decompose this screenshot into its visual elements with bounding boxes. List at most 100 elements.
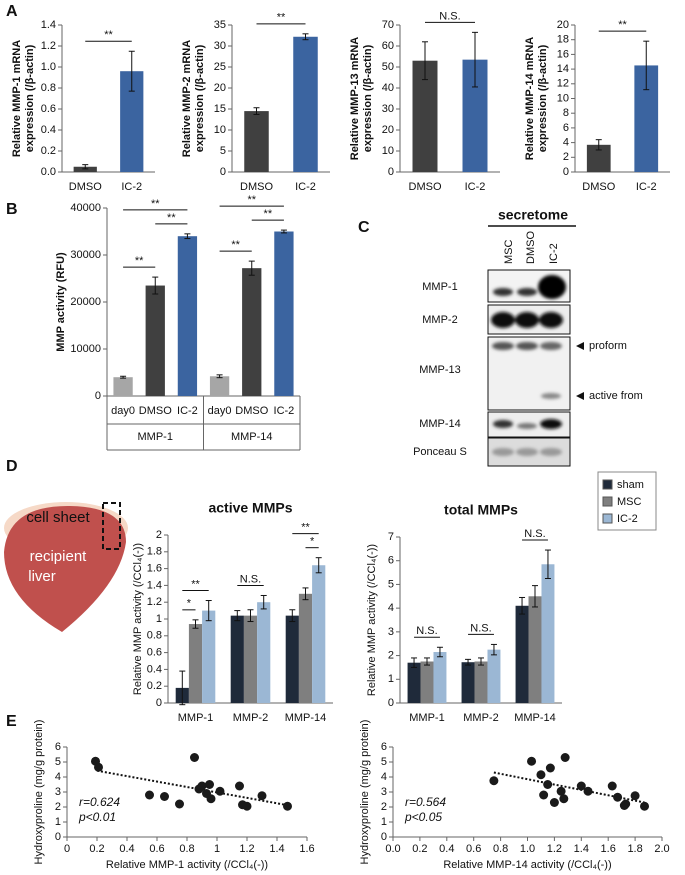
y-tick-label: 0 <box>381 831 387 843</box>
y-tick-label: 1 <box>156 613 162 625</box>
significance-label: ** <box>191 578 200 590</box>
row-label: MMP-14 <box>419 418 461 430</box>
y-tick-label: 2 <box>381 801 387 813</box>
legend-swatch <box>602 496 613 507</box>
bar <box>274 231 294 396</box>
x-tick-label: 0.8 <box>493 843 508 855</box>
x-tick-label: day0 <box>208 405 232 417</box>
row-label: MMP-1 <box>422 281 457 293</box>
point <box>197 781 207 791</box>
point <box>215 786 225 796</box>
significance-label: * <box>310 536 315 548</box>
y-axis-label: Hydroxyproline (mg/g protein) <box>359 720 371 865</box>
bar <box>177 236 198 396</box>
y-axis-label: expression (/β-actin) <box>24 44 36 152</box>
bar <box>243 615 258 703</box>
arrow <box>576 342 584 350</box>
y-axis-label: expression (/β-actin) <box>194 44 206 152</box>
bar <box>586 144 611 172</box>
y-axis-label: MMP activity (RFU) <box>55 252 67 352</box>
y-tick-label: 18 <box>557 34 569 46</box>
x-tick-label: day0 <box>111 405 135 417</box>
y-tick-label: 0.6 <box>41 103 56 115</box>
row-label: MMP-2 <box>422 314 457 326</box>
x-tick-label: IC-2 <box>636 181 657 193</box>
bar <box>188 624 203 703</box>
y-tick-label: 6 <box>563 122 569 134</box>
group-label: MMP-14 <box>231 431 273 443</box>
bar <box>145 285 165 396</box>
point <box>190 753 199 762</box>
row-label: Ponceau S <box>413 446 467 458</box>
point <box>630 791 640 801</box>
diagram: cell sheet recipient liver <box>4 502 128 632</box>
y-tick-label: 0 <box>388 697 394 709</box>
x-tick-label: IC-2 <box>465 181 486 193</box>
y-tick-label: 1.2 <box>41 40 56 52</box>
y-tick-label: 25 <box>214 61 226 73</box>
y-tick-label: 6 <box>381 741 387 753</box>
point <box>175 799 184 809</box>
bar <box>73 166 97 172</box>
point <box>235 781 244 791</box>
y-tick-label: 20 <box>382 124 394 136</box>
x-axis-label: Relative MMP-14 activity (/CCl₄(-)) <box>443 859 611 871</box>
bar <box>293 36 318 173</box>
liver <box>4 505 126 632</box>
point <box>545 763 555 773</box>
x-tick-label: 0.6 <box>149 843 164 855</box>
point <box>489 776 499 786</box>
significance-label: N.S. <box>470 622 491 634</box>
x-tick-label: MMP-14 <box>514 712 556 724</box>
panel-label: C <box>358 219 370 236</box>
bar <box>433 652 447 703</box>
point <box>527 756 537 766</box>
y-tick-label: 60 <box>382 40 394 52</box>
y-tick-label: 50 <box>382 61 394 73</box>
panel-label: B <box>6 201 18 218</box>
x-tick-label: MMP-1 <box>178 712 213 724</box>
point <box>576 781 586 791</box>
y-tick-label: 3 <box>388 626 394 638</box>
y-tick-label: 5 <box>220 145 226 157</box>
y-tick-label: 10 <box>214 124 226 136</box>
y-tick-label: 4 <box>563 137 569 149</box>
significance-label: N.S. <box>240 573 261 585</box>
legend-swatch <box>602 513 613 524</box>
point <box>242 801 252 811</box>
y-tick-label: 20000 <box>70 296 101 308</box>
y-tick-label: 2 <box>156 529 162 541</box>
y-tick-label: 2 <box>388 649 394 661</box>
y-tick-label: 1 <box>55 816 61 828</box>
x-tick-label: 0.6 <box>466 843 481 855</box>
x-tick-label: 0.2 <box>89 843 104 855</box>
significance-label: ** <box>104 29 113 41</box>
bar <box>407 662 421 703</box>
y-tick-label: 8 <box>563 107 569 119</box>
bar <box>244 111 269 172</box>
blot-header: secretome <box>498 207 568 223</box>
y-axis-label: Relative MMP-1 mRNA <box>11 40 23 157</box>
y-tick-label: 20 <box>214 82 226 94</box>
point <box>549 798 559 807</box>
y-axis-label: Hydroxyproline (mg/g protein) <box>33 720 45 865</box>
bar <box>257 602 271 703</box>
bar <box>298 593 313 703</box>
point <box>560 753 570 762</box>
legend-label: sham <box>617 479 644 491</box>
y-tick-label: 40 <box>382 82 394 94</box>
point <box>283 801 292 811</box>
bar <box>634 65 659 172</box>
bands <box>491 275 566 456</box>
y-tick-label: 0.6 <box>147 647 162 659</box>
y-tick-label: 2 <box>55 801 61 813</box>
bar <box>230 615 244 703</box>
y-tick-label: 15 <box>214 103 226 115</box>
marker-label: proform <box>589 340 627 352</box>
y-tick-label: 3 <box>381 786 387 798</box>
marker-label: active from <box>589 390 643 402</box>
y-tick-label: 20 <box>557 19 569 31</box>
y-tick-label: 6 <box>55 741 61 753</box>
point <box>621 799 631 809</box>
y-tick-label: 70 <box>382 19 394 31</box>
